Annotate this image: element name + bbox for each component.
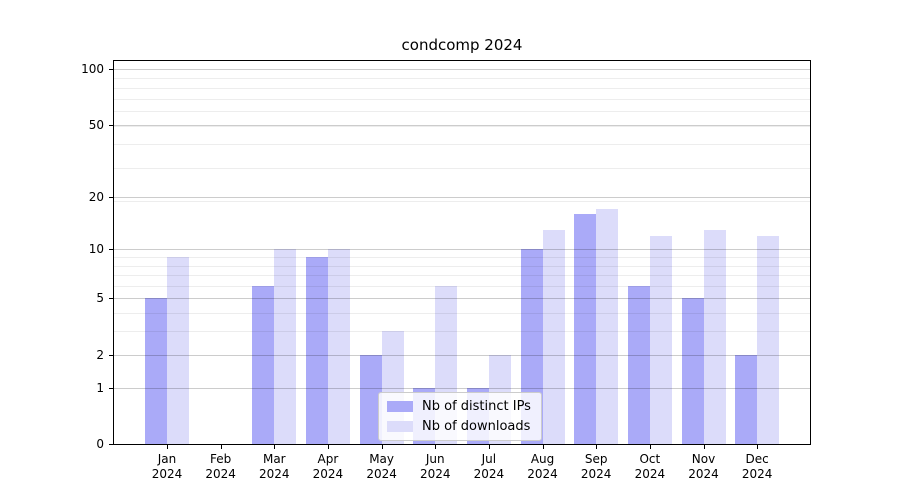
gridline-major bbox=[114, 196, 810, 198]
x-tick-mark bbox=[327, 445, 329, 449]
bar-nov-downloads bbox=[703, 229, 726, 444]
bar-oct-downloads bbox=[649, 235, 672, 444]
y-tick-label: 100 bbox=[81, 62, 104, 77]
legend-swatch-distinct-ips bbox=[387, 401, 413, 412]
x-tick-mark bbox=[542, 445, 544, 449]
gridline-minor bbox=[114, 256, 810, 258]
gridline-minor bbox=[114, 144, 810, 146]
y-tick-label: 2 bbox=[96, 347, 104, 362]
gridline-minor bbox=[114, 111, 810, 113]
x-tick-mark bbox=[703, 445, 705, 449]
x-tick-mark bbox=[488, 445, 490, 449]
y-tick-label: 10 bbox=[88, 242, 104, 257]
x-tick-mark bbox=[649, 445, 651, 449]
gridline-minor bbox=[114, 167, 810, 169]
gridline-minor bbox=[114, 126, 810, 128]
gridline-minor bbox=[114, 265, 810, 267]
gridline-major bbox=[114, 354, 810, 356]
gridline-major bbox=[114, 249, 810, 251]
x-tick-label: Apr 2024 bbox=[312, 452, 344, 481]
bar-dec-downloads bbox=[757, 235, 780, 444]
bar-apr-downloads bbox=[327, 249, 350, 444]
x-tick-label: Sep 2024 bbox=[580, 452, 612, 481]
x-tick-label: Jan 2024 bbox=[151, 452, 183, 481]
x-tick-label: Dec 2024 bbox=[741, 452, 773, 481]
bar-sep-downloads bbox=[596, 209, 619, 444]
gridline-major bbox=[114, 298, 810, 300]
x-tick-mark bbox=[274, 445, 276, 449]
x-tick-label: Jun 2024 bbox=[419, 452, 451, 481]
gridline-minor bbox=[114, 200, 810, 202]
gridline-minor bbox=[114, 98, 810, 100]
gridline-major bbox=[114, 387, 810, 389]
x-tick-mark bbox=[596, 445, 598, 449]
x-tick-label: Aug 2024 bbox=[527, 452, 558, 481]
gridline-minor bbox=[114, 78, 810, 80]
x-tick-mark bbox=[381, 445, 383, 449]
plot-area bbox=[113, 60, 811, 445]
legend-entry: Nb of downloads bbox=[387, 419, 531, 434]
gridline-major bbox=[114, 124, 810, 126]
x-tick-label: Jul 2024 bbox=[473, 452, 505, 481]
y-tick-mark bbox=[109, 354, 113, 356]
bar-oct-distinct-ips bbox=[627, 285, 650, 444]
y-tick-mark bbox=[109, 387, 113, 389]
bar-sep-distinct-ips bbox=[574, 213, 597, 444]
x-tick-label: Feb 2024 bbox=[205, 452, 236, 481]
x-tick-label: Mar 2024 bbox=[259, 452, 290, 481]
bar-nov-distinct-ips bbox=[681, 298, 704, 444]
y-tick-label: 0 bbox=[96, 437, 104, 451]
gridline-minor bbox=[114, 285, 810, 287]
y-tick-label: 50 bbox=[88, 117, 104, 132]
gridline-minor bbox=[114, 275, 810, 277]
x-tick-label: May 2024 bbox=[366, 452, 397, 481]
y-tick-label: 5 bbox=[96, 291, 104, 306]
x-tick-mark bbox=[220, 445, 222, 449]
y-tick-mark bbox=[109, 444, 113, 445]
x-tick-label: Oct 2024 bbox=[634, 452, 666, 481]
legend-entry: Nb of distinct IPs bbox=[387, 399, 531, 414]
y-tick-mark bbox=[109, 298, 113, 300]
y-tick-mark bbox=[109, 196, 113, 198]
bar-mar-distinct-ips bbox=[252, 285, 275, 444]
x-tick-mark bbox=[757, 445, 759, 449]
chart-title: condcomp 2024 bbox=[401, 36, 523, 54]
y-tick-mark bbox=[109, 124, 113, 126]
bar-jan-distinct-ips bbox=[145, 298, 167, 444]
gridline-minor bbox=[114, 313, 810, 315]
gridline-minor bbox=[114, 331, 810, 333]
legend: Nb of distinct IPs Nb of downloads bbox=[378, 392, 542, 441]
gridline-minor bbox=[114, 88, 810, 90]
legend-swatch-downloads bbox=[387, 421, 413, 432]
bar-may-distinct-ips bbox=[359, 354, 382, 444]
bar-aug-downloads bbox=[542, 229, 565, 444]
y-tick-label: 20 bbox=[88, 189, 104, 204]
y-tick-label: 1 bbox=[96, 380, 104, 395]
bar-mar-downloads bbox=[274, 249, 297, 444]
legend-label: Nb of distinct IPs bbox=[422, 399, 531, 414]
bar-jan-downloads bbox=[167, 256, 189, 444]
x-tick-mark bbox=[435, 445, 437, 449]
bar-dec-distinct-ips bbox=[735, 354, 758, 444]
y-tick-mark bbox=[109, 69, 113, 71]
legend-label: Nb of downloads bbox=[422, 419, 531, 434]
x-tick-mark bbox=[167, 445, 168, 449]
y-tick-mark bbox=[109, 249, 113, 251]
x-tick-label: Nov 2024 bbox=[688, 452, 719, 481]
gridline-major bbox=[114, 69, 810, 71]
bar-apr-distinct-ips bbox=[305, 256, 328, 444]
